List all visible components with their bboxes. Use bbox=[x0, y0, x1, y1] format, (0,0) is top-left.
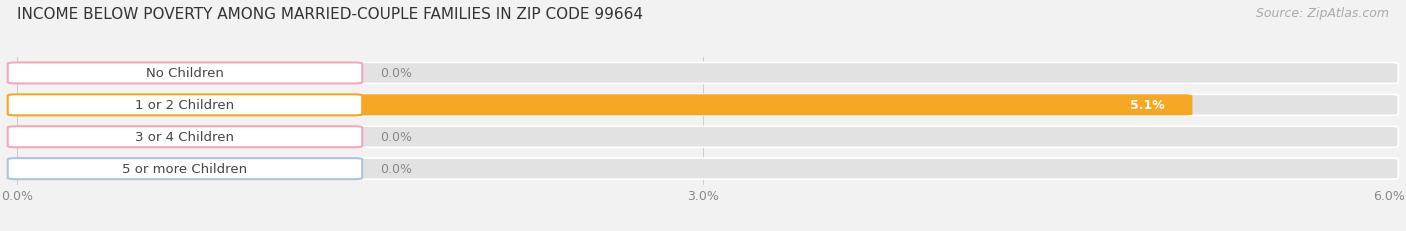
Text: 0.0%: 0.0% bbox=[381, 67, 412, 80]
FancyBboxPatch shape bbox=[7, 127, 1399, 148]
Text: INCOME BELOW POVERTY AMONG MARRIED-COUPLE FAMILIES IN ZIP CODE 99664: INCOME BELOW POVERTY AMONG MARRIED-COUPL… bbox=[17, 7, 643, 22]
Text: 5.1%: 5.1% bbox=[1130, 99, 1166, 112]
Text: 0.0%: 0.0% bbox=[381, 162, 412, 175]
FancyBboxPatch shape bbox=[7, 158, 1399, 179]
FancyBboxPatch shape bbox=[7, 63, 1399, 84]
Text: 5 or more Children: 5 or more Children bbox=[122, 162, 247, 175]
FancyBboxPatch shape bbox=[7, 95, 363, 116]
Text: Source: ZipAtlas.com: Source: ZipAtlas.com bbox=[1256, 7, 1389, 20]
Text: 3 or 4 Children: 3 or 4 Children bbox=[135, 131, 235, 144]
FancyBboxPatch shape bbox=[7, 158, 363, 179]
FancyBboxPatch shape bbox=[7, 127, 363, 148]
Text: No Children: No Children bbox=[146, 67, 224, 80]
FancyBboxPatch shape bbox=[7, 95, 1192, 116]
Text: 1 or 2 Children: 1 or 2 Children bbox=[135, 99, 235, 112]
Text: 0.0%: 0.0% bbox=[381, 131, 412, 144]
FancyBboxPatch shape bbox=[7, 95, 1399, 116]
FancyBboxPatch shape bbox=[7, 63, 363, 84]
